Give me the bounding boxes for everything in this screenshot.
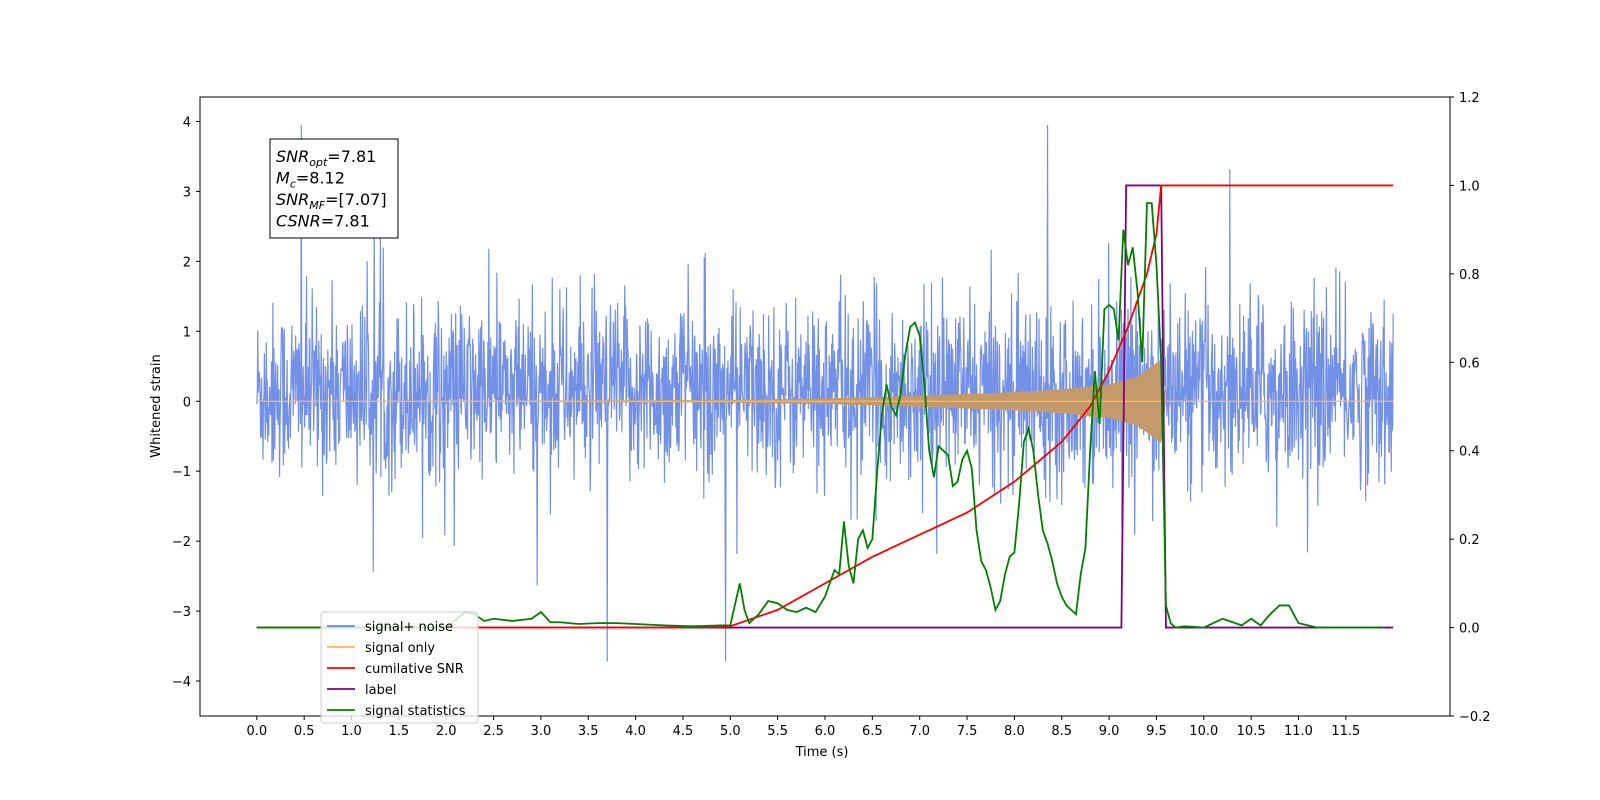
legend: signal+ noise signal only cumilative SNR la… <box>320 611 479 724</box>
y-right-tick-label: 0.8 <box>1459 268 1480 283</box>
left-y-axis-ticks: −4 −3 −2 −1 0 1 2 3 4 <box>172 115 200 690</box>
x-tick-label: 0.0 <box>246 724 267 739</box>
x-tick-label: 5.5 <box>767 724 788 739</box>
x-tick-label: 6.5 <box>862 724 883 739</box>
y-right-tick-label: 0.0 <box>1459 622 1480 637</box>
annotation-symbol: SNR <box>276 147 309 166</box>
annotation-line: Mc=8.12 <box>276 169 345 191</box>
x-tick-label: 9.5 <box>1146 724 1167 739</box>
x-tick-label: 9.0 <box>1099 724 1120 739</box>
y-axis-label: Whitened strain <box>149 354 164 457</box>
y-left-tick-label: −3 <box>172 605 191 620</box>
legend-label: signal statistics <box>365 704 466 719</box>
y-right-tick-label: 0.6 <box>1459 356 1480 371</box>
x-tick-label: 1.0 <box>341 724 362 739</box>
x-tick-label: 4.5 <box>673 724 694 739</box>
annotation-value: =7.81 <box>327 147 376 166</box>
x-tick-label: 11.5 <box>1331 724 1360 739</box>
y-left-tick-label: −2 <box>172 535 191 550</box>
x-axis-ticks: 0.0 0.5 1.0 1.5 2.0 2.5 3.0 3.5 4.0 4.5 5.0 5.5 6.0 6… <box>246 716 1360 739</box>
x-tick-label: 3.5 <box>578 724 599 739</box>
x-tick-label: 7.5 <box>957 724 978 739</box>
annotation-subscript: c <box>290 178 296 191</box>
annotation-symbol: SNR <box>276 190 309 209</box>
y-left-tick-label: −4 <box>172 675 191 690</box>
y-left-tick-label: 2 <box>183 255 191 270</box>
annotation-value: =[7.07] <box>325 190 387 209</box>
y-right-tick-label: 1.2 <box>1459 91 1480 106</box>
x-tick-label: 2.5 <box>483 724 504 739</box>
annotation-line: SNRMF=[7.07] <box>276 190 387 212</box>
annotation-subscript: MF <box>309 199 325 212</box>
x-tick-label: 11.0 <box>1284 724 1313 739</box>
x-tick-label: 10.0 <box>1189 724 1218 739</box>
line-series <box>256 184 1394 629</box>
x-tick-label: 2.0 <box>436 724 457 739</box>
x-tick-label: 0.5 <box>294 724 315 739</box>
y-right-tick-label: −0.2 <box>1459 710 1491 725</box>
annotation-frame <box>269 138 399 239</box>
y-left-tick-label: 4 <box>183 115 191 130</box>
signal-statistics-line <box>256 202 1384 629</box>
annotation-subscript: opt <box>309 156 328 169</box>
x-tick-label: 3.0 <box>531 724 552 739</box>
x-tick-label: 8.5 <box>1051 724 1072 739</box>
y-right-tick-label: 1.0 <box>1459 179 1480 194</box>
y-left-tick-label: 0 <box>183 395 191 410</box>
x-axis-label: Time (s) <box>795 745 849 760</box>
x-tick-label: 6.0 <box>815 724 836 739</box>
y-right-tick-label: 0.2 <box>1459 533 1480 548</box>
annotation-line: SNRopt=7.81 <box>276 147 376 169</box>
right-y-axis-ticks: −0.2 0.0 0.2 0.4 0.6 0.8 1.0 1.2 <box>1450 91 1491 725</box>
x-tick-label: 4.0 <box>625 724 646 739</box>
x-tick-label: 7.0 <box>909 724 930 739</box>
x-tick-label: 8.0 <box>1004 724 1025 739</box>
y-right-tick-label: 0.4 <box>1459 445 1480 460</box>
annotation-value: =8.12 <box>296 169 345 188</box>
cumulative-snr-line <box>256 184 1394 629</box>
legend-label: cumilative SNR <box>365 662 464 677</box>
y-left-tick-label: −1 <box>172 465 191 480</box>
y-left-tick-label: 1 <box>183 325 191 340</box>
x-tick-label: 1.5 <box>389 724 410 739</box>
legend-label: signal only <box>365 641 435 656</box>
legend-frame <box>320 611 479 724</box>
y-left-tick-label: 3 <box>183 185 191 200</box>
legend-label: label <box>365 683 396 698</box>
x-tick-label: 10.5 <box>1237 724 1266 739</box>
signal-series <box>256 359 1394 443</box>
legend-label: signal+ noise <box>365 620 453 635</box>
annotation-symbol: M <box>276 169 290 188</box>
annotation-line: CSNR=7.81 <box>276 212 370 231</box>
x-tick-label: 5.0 <box>720 724 741 739</box>
annotation-symbol: CSNR <box>276 212 321 231</box>
annotation-value: =7.81 <box>321 212 370 231</box>
